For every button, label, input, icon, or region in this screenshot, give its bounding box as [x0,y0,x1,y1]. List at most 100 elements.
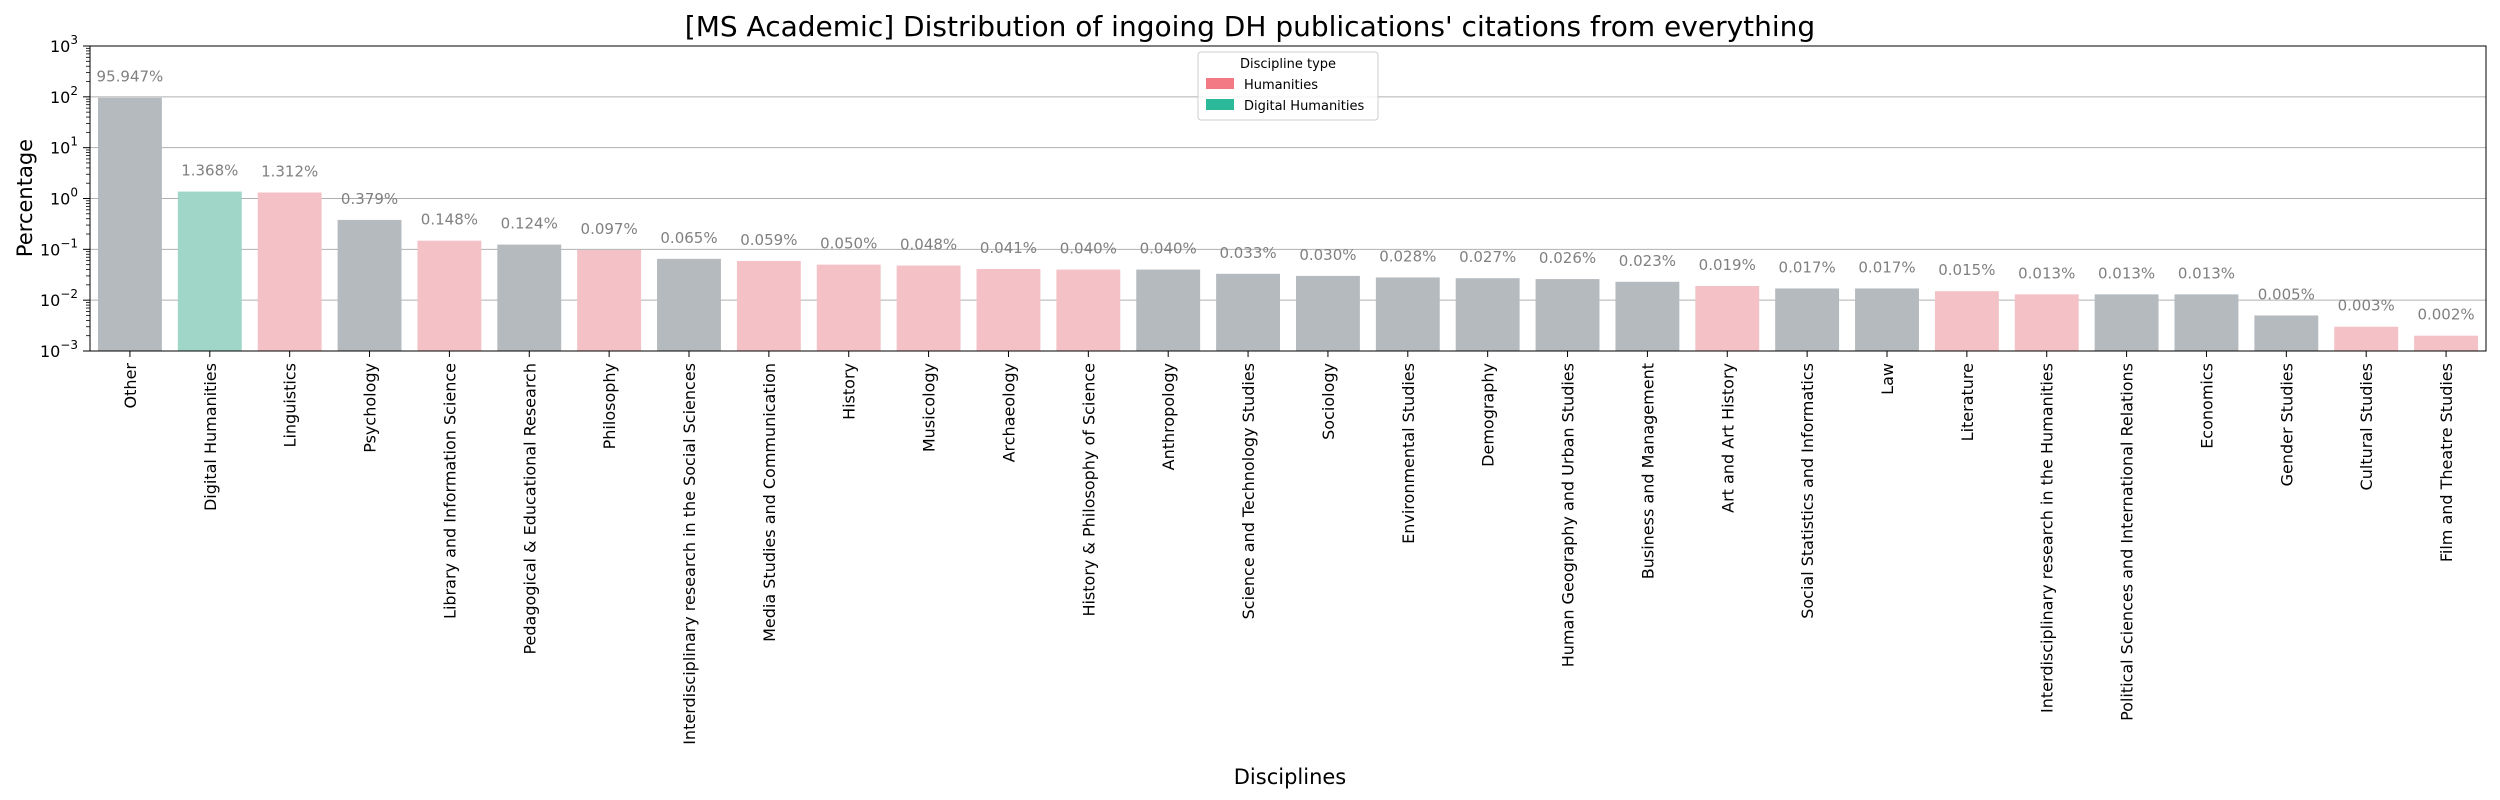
bar-cultural-studies [2334,326,2399,351]
x-tick-label-interdisciplinary-research-in-the-social-sciences: Interdisciplinary research in the Social… [680,363,699,745]
data-label-human-geography-and-urban-studies: 0.026% [1539,249,1596,267]
bar-human-geography-and-urban-studies [1535,279,1600,351]
data-label-media-studies-and-communication: 0.059% [740,231,797,249]
x-tick-label-human-geography-and-urban-studies: Human Geography and Urban Studies [1559,363,1578,667]
y-tick-label: 100 [50,186,78,209]
x-tick-label-social-statistics-and-informatics: Social Statistics and Informatics [1798,363,1817,619]
data-label-science-and-technology-studies: 0.033% [1219,244,1276,262]
x-tick-label-film-and-theatre-studies: Film and Theatre Studies [2437,363,2456,562]
x-tick-label-archaeology: Archaeology [999,363,1018,462]
x-tick-label-cultural-studies: Cultural Studies [2357,363,2376,490]
data-label-business-and-management: 0.023% [1619,252,1676,270]
bar-film-and-theatre-studies [2414,335,2479,351]
x-tick-label-gender-studies: Gender Studies [2277,363,2296,486]
x-tick-label-demography: Demography [1479,363,1498,467]
data-label-interdisciplinary-research-in-the-social-sciences: 0.065% [660,229,717,247]
x-tick-label-philosophy: Philosophy [600,363,619,449]
data-label-archaeology: 0.041% [980,239,1037,257]
x-axis-label: Disciplines [1234,765,1347,789]
x-tick-label-history-and-philosophy-of-science: History & Philosophy of Science [1079,363,1098,617]
legend-swatch-digital-humanities [1206,99,1234,110]
x-tick-label-environmental-studies: Environmental Studies [1399,363,1418,544]
bar-history [816,264,881,351]
bar-history-and-philosophy-of-science [1056,269,1121,351]
data-label-digital-humanities: 1.368% [181,162,238,180]
x-tick-label-political-sciences-and-international-relations: Political Sciences and International Rel… [2118,363,2137,721]
bar-law [1855,288,1919,351]
y-tick-label: 103 [50,33,78,56]
x-tick-label-business-and-management: Business and Management [1638,363,1657,579]
bar-political-sciences-and-international-relations [2094,294,2159,351]
y-tick-label: 102 [50,84,78,107]
bar-gender-studies [2254,315,2319,351]
bar-psychology [337,219,402,351]
bar-linguistics [257,192,322,351]
data-label-gender-studies: 0.005% [2258,285,2315,303]
bar-interdisciplinary-research-in-the-social-sciences [657,258,721,351]
bar-philosophy [577,250,642,351]
bar-other [97,97,162,351]
bar-digital-humanities [177,191,242,351]
x-tick-label-literature: Literature [1958,363,1977,441]
data-label-sociology: 0.030% [1299,246,1356,264]
bar-pedagogical-and-educational-research [497,244,562,351]
data-label-social-statistics-and-informatics: 0.017% [1779,258,1836,276]
data-label-linguistics: 1.312% [261,163,318,181]
bar-art-and-art-history [1695,285,1760,351]
x-tick-label-art-and-art-history: Art and Art History [1718,363,1737,513]
bar-musicology [896,265,961,351]
x-tick-label-law: Law [1878,363,1897,395]
data-label-history-and-philosophy-of-science: 0.040% [1060,240,1117,258]
bar-demography [1455,278,1520,351]
legend: Discipline type Humanities Digital Human… [1197,51,1379,121]
x-tick-label-anthropology: Anthropology [1159,363,1178,470]
y-axis-label: Percentage [13,139,37,257]
data-label-history: 0.050% [820,235,877,253]
bar-environmental-studies [1375,277,1440,351]
x-tick-label-other: Other [121,363,140,409]
legend-swatch-humanities [1206,78,1234,89]
x-tick-label-interdisciplinary-research-in-the-humanities: Interdisciplinary research in the Humani… [2038,363,2057,713]
y-tick-label: 10−2 [40,287,78,310]
bar-economics [2174,294,2239,351]
data-label-other: 95.947% [97,68,164,86]
bar-social-statistics-and-informatics [1775,288,1840,351]
data-label-cultural-studies: 0.003% [2338,297,2395,315]
bar-anthropology [1136,269,1201,351]
bar-library-and-information-science [417,240,482,351]
x-tick-label-media-studies-and-communication: Media Studies and Communication [760,363,779,642]
data-label-political-sciences-and-international-relations: 0.013% [2098,264,2155,282]
legend-label-humanities: Humanities [1244,78,1318,93]
x-tick-label-history: History [840,363,859,420]
data-label-economics: 0.013% [2178,264,2235,282]
y-axis-ticks: 10−3 10−2 10−1 100 101 102 103 [40,33,90,361]
data-labels: 95.947% 1.368% 1.312% 0.379% 0.148% 0.124% 0.0… [97,68,2475,324]
chart-title: [MS Academic] Distribution of ingoing DH… [685,10,1815,43]
data-label-musicology: 0.048% [900,236,957,254]
data-label-interdisciplinary-research-in-the-humanities: 0.013% [2018,264,2075,282]
y-tick-label: 10−1 [40,236,78,259]
x-tick-label-sociology: Sociology [1319,363,1338,440]
x-tick-label-science-and-technology-studies: Science and Technology Studies [1239,363,1258,619]
x-tick-label-economics: Economics [2197,363,2216,449]
data-label-library-and-information-science: 0.148% [421,211,478,229]
x-tick-label-pedagogical-and-educational-research: Pedagogical & Educational Research [520,363,539,655]
data-label-philosophy: 0.097% [581,220,638,238]
data-label-pedagogical-and-educational-research: 0.124% [501,215,558,233]
y-tick-label: 101 [50,135,78,158]
x-tick-label-digital-humanities: Digital Humanities [201,363,220,511]
data-label-literature: 0.015% [1938,261,1995,279]
bar-science-and-technology-studies [1216,273,1281,351]
x-tick-label-musicology: Musicology [920,363,939,452]
data-label-environmental-studies: 0.028% [1379,247,1436,265]
data-label-anthropology: 0.040% [1140,240,1197,258]
bar-archaeology [976,269,1041,351]
y-tick-label: 10−3 [40,338,78,361]
legend-title: Discipline type [1240,57,1336,72]
legend-box [1197,51,1379,121]
data-label-psychology: 0.379% [341,190,398,208]
data-label-film-and-theatre-studies: 0.002% [2417,306,2474,324]
bar-interdisciplinary-research-in-the-humanities [2014,294,2079,351]
data-label-art-and-art-history: 0.019% [1699,256,1756,274]
